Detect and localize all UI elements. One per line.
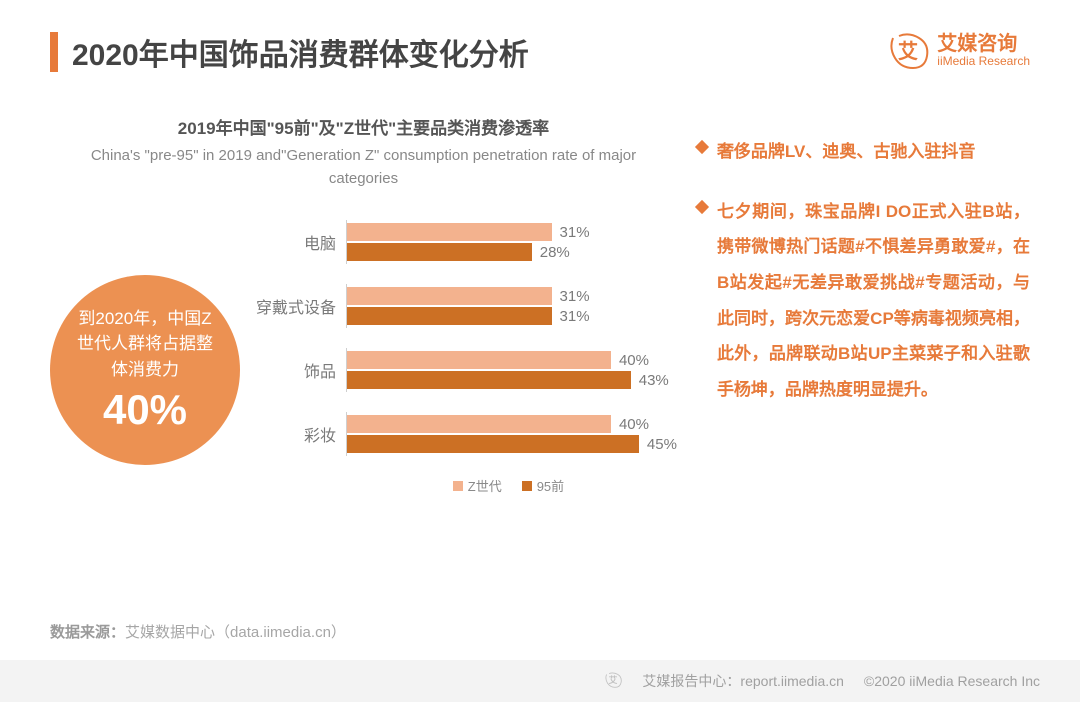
bar — [347, 243, 532, 261]
bar-group: 40%45% — [346, 412, 677, 456]
highlight-value: 40% — [103, 386, 187, 434]
footer-copyright: ©2020 iiMedia Research Inc — [864, 673, 1040, 689]
highlight-circle: 到2020年，中国Z世代人群将占据整体消费力 40% — [50, 275, 240, 465]
chart-title-cn: 2019年中国"95前"及"Z世代"主要品类消费渗透率 — [50, 114, 677, 139]
bar-wrap: 31% — [347, 222, 677, 242]
brand-name-en: iiMedia Research — [937, 54, 1030, 68]
category-label: 饰品 — [256, 358, 346, 382]
left-column: 2019年中国"95前"及"Z世代"主要品类消费渗透率 China's "pre… — [50, 114, 677, 520]
bar-group: 31%31% — [346, 284, 677, 328]
bar — [347, 307, 552, 325]
chart-row: 彩妆40%45% — [256, 412, 677, 456]
chart-area: 到2020年，中国Z世代人群将占据整体消费力 40% 电脑31%28%穿戴式设备… — [50, 220, 677, 520]
bar-group: 40%43% — [346, 348, 677, 392]
footer: 艾 艾媒报告中心：report.iimedia.cn ©2020 iiMedia… — [0, 660, 1080, 702]
bar-value-label: 31% — [560, 224, 590, 241]
brand-logo-icon: 艾 — [887, 30, 929, 72]
chart-legend: Z世代 95前 — [340, 476, 677, 495]
bar-value-label: 40% — [619, 352, 649, 369]
bar — [347, 371, 631, 389]
svg-text:艾: 艾 — [609, 674, 618, 685]
bar-value-label: 31% — [560, 288, 590, 305]
bar — [347, 435, 639, 453]
bar-value-label: 45% — [647, 436, 677, 453]
bullet-text: 七夕期间，珠宝品牌I DO正式入驻B站，携带微博热门话题#不惧差异勇敢爱#，在B… — [717, 194, 1030, 408]
category-label: 穿戴式设备 — [256, 294, 346, 318]
highlight-text: 到2020年，中国Z世代人群将占据整体消费力 — [70, 306, 220, 383]
brand-name-cn: 艾媒咨询 — [937, 34, 1030, 54]
legend-label: 95前 — [537, 476, 564, 495]
data-source: 数据来源：艾媒数据中心（data.iimedia.cn） — [50, 621, 346, 642]
bar-wrap: 40% — [347, 414, 677, 434]
legend-swatch — [453, 481, 463, 491]
bar-value-label: 31% — [560, 308, 590, 325]
bar-value-label: 43% — [639, 372, 669, 389]
bar-chart: 电脑31%28%穿戴式设备31%31%饰品40%43%彩妆40%45% Z世代9… — [250, 220, 677, 520]
bar-wrap: 43% — [347, 370, 677, 390]
bullet-item: 奢侈品牌LV、迪奥、古驰入驻抖音 — [697, 134, 1030, 170]
bullet-item: 七夕期间，珠宝品牌I DO正式入驻B站，携带微博热门话题#不惧差异勇敢爱#，在B… — [697, 194, 1030, 408]
bullet-diamond-icon — [695, 140, 709, 154]
chart-title-en: China's "pre-95" in 2019 and"Generation … — [50, 145, 677, 190]
bar-value-label: 40% — [619, 416, 649, 433]
bullet-text: 奢侈品牌LV、迪奥、古驰入驻抖音 — [717, 134, 975, 170]
right-column: 奢侈品牌LV、迪奥、古驰入驻抖音七夕期间，珠宝品牌I DO正式入驻B站，携带微博… — [697, 114, 1030, 520]
legend-item: 95前 — [522, 476, 564, 495]
category-label: 电脑 — [256, 230, 346, 254]
bar — [347, 287, 552, 305]
footer-logo-icon: 艾 — [604, 671, 622, 692]
content-area: 2019年中国"95前"及"Z世代"主要品类消费渗透率 China's "pre… — [0, 74, 1080, 520]
source-label: 数据来源： — [50, 624, 125, 641]
chart-row: 电脑31%28% — [256, 220, 677, 264]
bar — [347, 415, 611, 433]
chart-row: 饰品40%43% — [256, 348, 677, 392]
page-title: 2020年中国饰品消费群体变化分析 — [72, 30, 529, 74]
legend-label: Z世代 — [468, 476, 502, 495]
brand-logo: 艾 艾媒咨询 iiMedia Research — [887, 30, 1030, 72]
bar-wrap: 45% — [347, 434, 677, 454]
bar — [347, 351, 611, 369]
header: 2020年中国饰品消费群体变化分析 艾 艾媒咨询 iiMedia Researc… — [0, 0, 1080, 74]
title-block: 2020年中国饰品消费群体变化分析 — [50, 30, 529, 74]
category-label: 彩妆 — [256, 422, 346, 446]
legend-swatch — [522, 481, 532, 491]
chart-row: 穿戴式设备31%31% — [256, 284, 677, 328]
bar-wrap: 31% — [347, 286, 677, 306]
bullet-diamond-icon — [695, 200, 709, 214]
source-value: 艾媒数据中心（data.iimedia.cn） — [125, 624, 346, 641]
bar-wrap: 31% — [347, 306, 677, 326]
svg-text:艾: 艾 — [898, 40, 918, 63]
bar-wrap: 28% — [347, 242, 677, 262]
legend-item: Z世代 — [453, 476, 502, 495]
title-accent-bar — [50, 32, 58, 72]
footer-report-center: 艾媒报告中心：report.iimedia.cn — [642, 671, 844, 691]
bar-wrap: 40% — [347, 350, 677, 370]
bar — [347, 223, 552, 241]
bar-group: 31%28% — [346, 220, 677, 264]
bar-value-label: 28% — [540, 244, 570, 261]
